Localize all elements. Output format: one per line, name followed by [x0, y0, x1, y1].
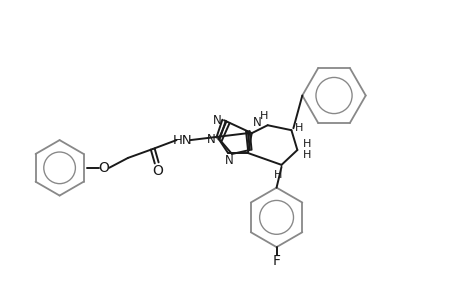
Text: H: H: [274, 170, 282, 180]
Text: H: H: [302, 150, 311, 160]
Text: O: O: [99, 161, 109, 175]
Text: F: F: [272, 254, 280, 268]
Text: N: N: [224, 154, 233, 167]
Text: N: N: [207, 133, 215, 146]
Text: HN: HN: [172, 134, 192, 147]
Text: O: O: [152, 164, 163, 178]
Text: H: H: [295, 123, 303, 133]
Text: H: H: [259, 111, 267, 121]
Text: H: H: [302, 139, 311, 149]
Text: N: N: [253, 116, 262, 129]
Text: N: N: [212, 114, 221, 127]
